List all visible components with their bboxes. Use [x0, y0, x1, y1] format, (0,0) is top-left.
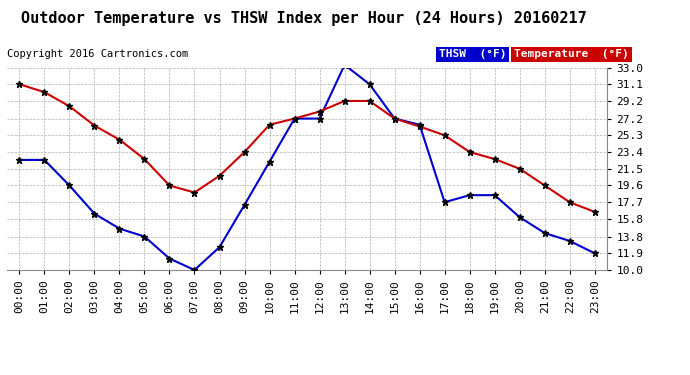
Text: Temperature  (°F): Temperature (°F): [514, 50, 629, 59]
Text: THSW  (°F): THSW (°F): [439, 50, 506, 59]
Text: Copyright 2016 Cartronics.com: Copyright 2016 Cartronics.com: [7, 50, 188, 59]
Text: Outdoor Temperature vs THSW Index per Hour (24 Hours) 20160217: Outdoor Temperature vs THSW Index per Ho…: [21, 11, 586, 26]
